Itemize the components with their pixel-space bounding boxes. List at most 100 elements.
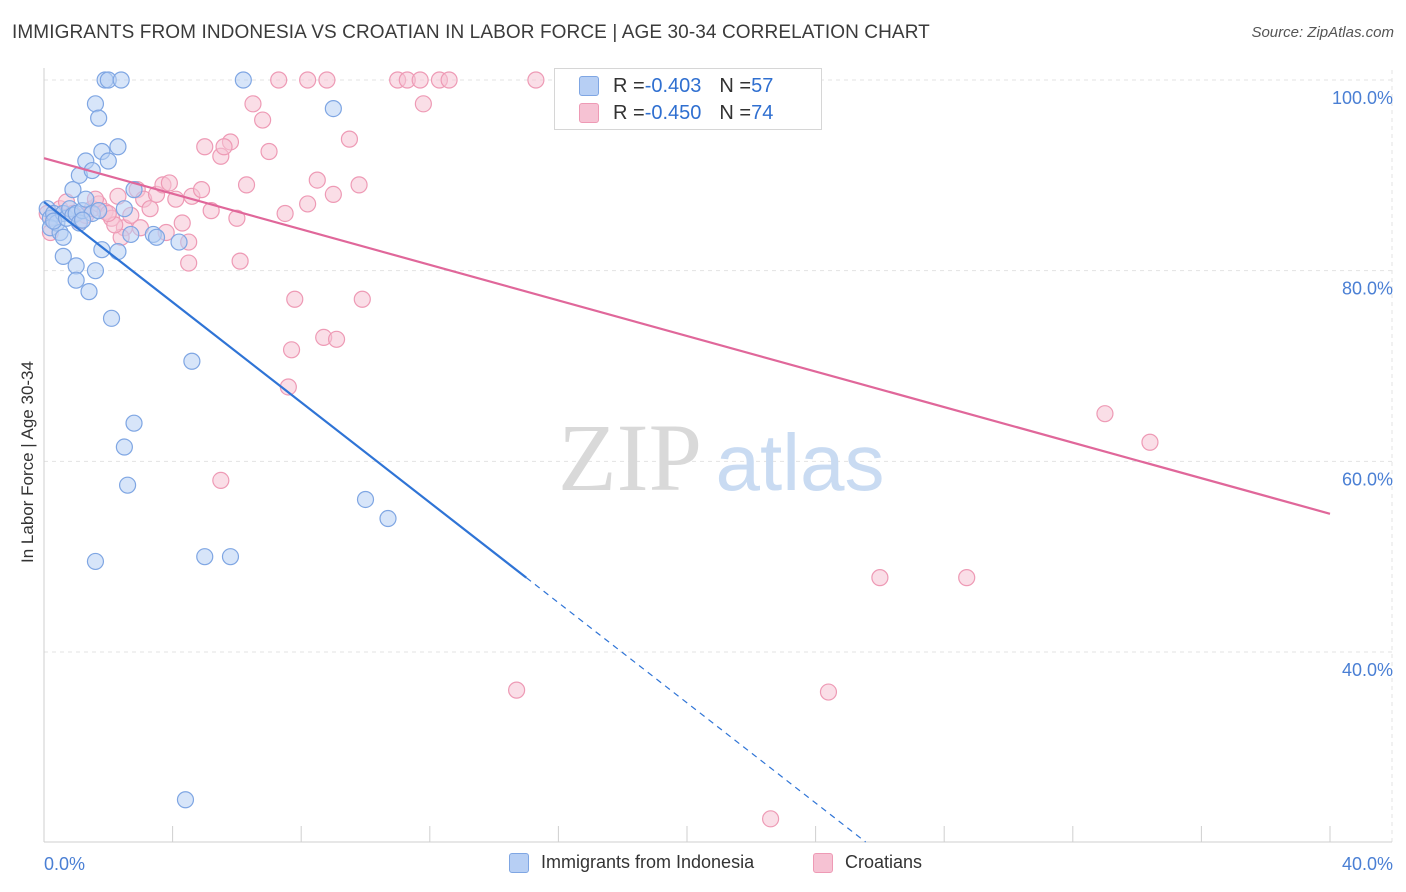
- r-label: R =: [613, 74, 645, 97]
- watermark: ZIP atlas: [558, 404, 884, 511]
- croatians-point: [282, 341, 301, 359]
- trend-lines: [43, 157, 1331, 843]
- indonesia-trend-line: [43, 201, 527, 579]
- croatians-point: [180, 254, 198, 272]
- n-value: 74: [751, 101, 774, 124]
- croatians-point: [196, 138, 214, 156]
- croatians-point: [192, 181, 211, 199]
- indonesia-point: [379, 509, 397, 528]
- indonesia-point: [115, 438, 133, 456]
- x-tick-label: 0.0%: [44, 854, 85, 874]
- indonesia-point: [109, 138, 127, 156]
- n-value: 57: [751, 74, 774, 97]
- indonesia-point: [125, 414, 143, 432]
- croatians-point: [286, 290, 304, 308]
- croatians-point: [508, 681, 526, 699]
- croatians-point: [414, 95, 432, 113]
- indonesia-point: [93, 241, 111, 259]
- stats-row-indonesia: R = -0.403 N = 57: [579, 73, 774, 99]
- stats-row-croatians: R = -0.450 N = 74: [579, 100, 774, 126]
- croatians-point: [527, 71, 545, 89]
- croatians-point: [353, 290, 371, 308]
- croatians-point: [160, 174, 178, 192]
- n-label: N =: [719, 74, 752, 97]
- watermark-atlas: atlas: [716, 418, 885, 507]
- indonesia-point: [64, 181, 82, 199]
- indonesia-swatch: [579, 76, 599, 96]
- legend-item-croatians[interactable]: Croatians: [813, 852, 922, 873]
- indonesia-point: [90, 109, 108, 127]
- indonesia-point: [221, 548, 240, 566]
- croatians-swatch: [579, 103, 599, 123]
- croatians-trend-line: [43, 157, 1331, 515]
- croatians-point: [871, 569, 889, 587]
- tick-labels: 100.0% 80.0% 60.0% 40.0% 0.0% 40.0%: [44, 88, 1393, 874]
- indonesia-point: [102, 309, 121, 327]
- croatians-point: [958, 569, 976, 587]
- croatians-point: [350, 176, 368, 194]
- croatians-point: [299, 195, 317, 213]
- croatians-point: [270, 71, 288, 89]
- croatians-point: [244, 95, 262, 113]
- croatians-point: [1141, 433, 1159, 451]
- indonesia-point: [170, 233, 188, 251]
- croatians-point: [237, 176, 256, 194]
- croatians-point: [276, 204, 294, 223]
- r-value: -0.403: [644, 74, 702, 97]
- indonesia-point: [86, 95, 105, 113]
- indonesia-point: [80, 283, 98, 301]
- indonesia-point: [86, 552, 105, 571]
- croatians-point: [819, 683, 838, 701]
- legend-label-croatians: Croatians: [845, 852, 923, 872]
- croatians-point: [340, 130, 359, 148]
- croatians-point: [1096, 405, 1114, 423]
- croatians-point: [411, 71, 429, 89]
- r-value: -0.450: [644, 101, 702, 124]
- croatians-point: [260, 142, 278, 161]
- axes: [43, 68, 1392, 843]
- source-label: Source: ZipAtlas.com: [1251, 24, 1394, 41]
- indonesia-point: [125, 181, 143, 199]
- y-tick-label: 100.0%: [1332, 88, 1393, 108]
- croatians-legend-swatch: [813, 852, 833, 873]
- indonesia-point: [54, 247, 72, 265]
- indonesia-point: [122, 225, 140, 244]
- indonesia-point: [356, 490, 375, 509]
- indonesia-point: [54, 228, 72, 246]
- indonesia-point: [324, 99, 342, 118]
- indonesia-point: [115, 200, 133, 218]
- watermark-zip: ZIP: [558, 404, 702, 511]
- indonesia-legend-swatch: [509, 852, 529, 873]
- y-tick-label: 40.0%: [1342, 660, 1393, 680]
- indonesia-point: [147, 228, 166, 246]
- indonesia-point: [234, 71, 252, 89]
- y-tick-label: 60.0%: [1342, 469, 1393, 489]
- r-label: R =: [613, 101, 645, 124]
- indonesia-point: [196, 548, 214, 566]
- indonesia-point: [77, 190, 95, 208]
- croatians-point: [231, 252, 249, 270]
- indonesia-point: [109, 243, 127, 261]
- n-label: N =: [719, 101, 752, 124]
- indonesia-point: [86, 262, 105, 280]
- indonesia-point: [73, 211, 92, 229]
- croatians-point: [173, 214, 191, 232]
- indonesia-point: [176, 791, 195, 809]
- y-tick-label: 80.0%: [1342, 279, 1393, 299]
- croatians-point: [215, 138, 233, 156]
- croatians-point: [327, 330, 346, 348]
- stats-legend: R = -0.403 N = 57 R = -0.450 N = 74: [554, 68, 822, 130]
- croatians-point: [324, 185, 342, 203]
- croatians-point: [299, 71, 317, 89]
- legend-item-indonesia[interactable]: Immigrants from Indonesia: [509, 852, 754, 873]
- croatians-point: [228, 209, 246, 227]
- croatians-point: [761, 810, 780, 828]
- indonesia-point: [67, 271, 85, 289]
- bottom-legend: Immigrants from Indonesia Croatians: [0, 852, 1406, 878]
- indonesia-points: [38, 71, 397, 809]
- indonesia-point: [112, 71, 130, 89]
- croatians-point: [308, 171, 326, 189]
- croatians-point: [440, 71, 458, 89]
- indonesia-point: [118, 476, 137, 494]
